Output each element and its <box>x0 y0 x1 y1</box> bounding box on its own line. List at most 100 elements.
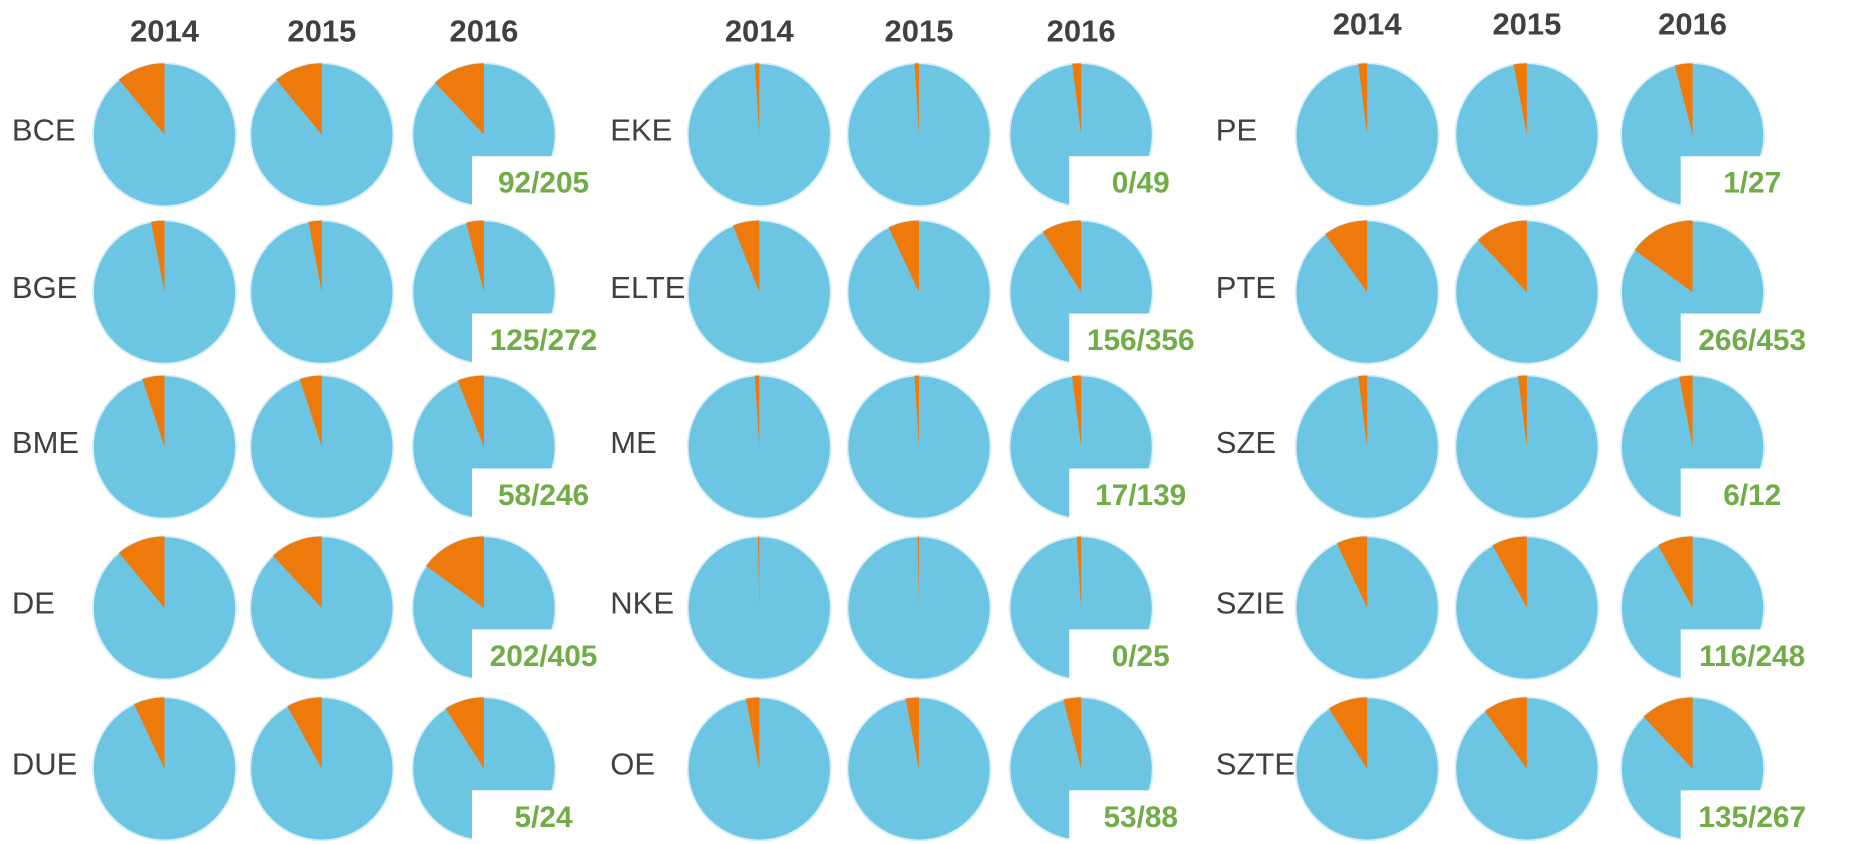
annotation-box <box>1680 313 1818 371</box>
pie-slice <box>1643 697 1693 769</box>
pie-slice <box>732 220 760 293</box>
pie-slice <box>1325 220 1368 293</box>
annotation-box <box>1069 156 1207 214</box>
pie-slice <box>272 536 322 608</box>
annotation-box <box>1680 790 1818 844</box>
pie-slice <box>466 220 484 293</box>
annotation: 135/267 <box>1698 801 1806 834</box>
pie-slice <box>888 220 920 293</box>
row-name: ELTE <box>610 270 685 305</box>
pie-slice <box>1634 220 1693 293</box>
row-name: SZE <box>1216 425 1276 460</box>
pie-slice <box>1484 697 1527 769</box>
row-name: SZTE <box>1216 747 1295 782</box>
pie-base <box>846 62 992 208</box>
annotation: 6/12 <box>1723 479 1781 512</box>
row-name: BME <box>12 425 79 460</box>
row-name: PTE <box>1216 270 1276 305</box>
annotation: 0/49 <box>1112 167 1170 200</box>
row-name: DUE <box>12 747 77 782</box>
pie-slice <box>1492 536 1527 608</box>
pie-slice <box>914 63 920 135</box>
pie-slice <box>1328 697 1368 769</box>
pie-slice <box>118 536 165 608</box>
annotation-box <box>1680 468 1818 526</box>
pie-slice <box>1517 375 1527 448</box>
row-name: BCE <box>12 113 76 148</box>
pie-slice <box>434 63 484 135</box>
pie-slice <box>142 375 165 448</box>
year-header: 2016 <box>1047 14 1116 49</box>
annotation: 202/405 <box>490 640 598 673</box>
pie-slice <box>1072 375 1082 448</box>
pie-base <box>846 219 992 365</box>
row-name: DE <box>12 586 55 621</box>
pie-slice <box>276 63 322 135</box>
pie-slice <box>308 220 322 293</box>
pie-slice <box>1358 63 1368 135</box>
pie-slice <box>1674 63 1693 135</box>
annotation-box <box>1069 629 1207 687</box>
pie-slice <box>1679 375 1693 448</box>
annotation: 53/88 <box>1103 801 1178 834</box>
year-header: 2015 <box>287 14 356 49</box>
year-header: 2016 <box>449 14 518 49</box>
pie-slice <box>151 220 165 293</box>
pie-slice <box>1658 536 1693 608</box>
pie-slice <box>745 697 760 769</box>
pie-slice <box>757 536 760 608</box>
pie-slice <box>445 697 484 769</box>
year-header: 2015 <box>885 14 954 49</box>
pie-slice <box>1477 220 1527 293</box>
annotation: 92/205 <box>498 167 589 200</box>
annotation-box <box>1680 156 1818 214</box>
annotation: 17/139 <box>1095 479 1186 512</box>
pie-base <box>846 535 992 681</box>
year-header: 2014 <box>725 14 795 49</box>
pie-slice <box>905 697 920 769</box>
annotation: 5/24 <box>515 801 573 834</box>
pie-slice <box>917 536 920 608</box>
annotation-box <box>472 790 610 844</box>
annotation-box <box>472 629 610 687</box>
pie-slice <box>118 63 165 135</box>
annotation-box <box>472 313 610 371</box>
row-name: ME <box>610 425 656 460</box>
pie-slice <box>1063 697 1082 769</box>
row-name: SZIE <box>1216 586 1285 621</box>
annotation-box <box>1069 468 1207 526</box>
annotation-box <box>1069 790 1207 844</box>
year-header: 2016 <box>1658 6 1727 41</box>
annotation: 156/356 <box>1087 324 1195 357</box>
annotation: 116/248 <box>1699 640 1805 673</box>
row-name: PE <box>1216 113 1257 148</box>
annotation: 266/453 <box>1698 324 1806 357</box>
row-name: BGE <box>12 270 77 305</box>
pie-slice <box>1076 536 1082 608</box>
annotation-box <box>1069 313 1207 371</box>
annotation: 58/246 <box>498 479 589 512</box>
pie-slice <box>287 697 322 769</box>
pie-base <box>846 374 992 520</box>
pie-slice <box>914 375 920 448</box>
pie-slice <box>754 63 760 135</box>
annotation: 0/25 <box>1112 640 1170 673</box>
pie-slice <box>457 375 484 448</box>
annotation-box <box>1680 629 1818 687</box>
pie-base <box>846 696 992 842</box>
row-name: OE <box>610 747 655 782</box>
pie-slice <box>1513 63 1527 135</box>
pie-slice <box>1042 220 1082 293</box>
pie-slice <box>754 375 760 448</box>
year-header: 2015 <box>1492 6 1561 41</box>
pie-slice <box>426 536 484 608</box>
pie-slice <box>299 375 322 448</box>
annotation-box <box>472 156 610 214</box>
row-name: EKE <box>610 113 672 148</box>
row-name: NKE <box>610 586 674 621</box>
pie-slice <box>134 697 165 769</box>
annotation-box <box>472 468 610 526</box>
annotation: 125/272 <box>490 324 598 357</box>
pie-slice <box>1072 63 1082 135</box>
